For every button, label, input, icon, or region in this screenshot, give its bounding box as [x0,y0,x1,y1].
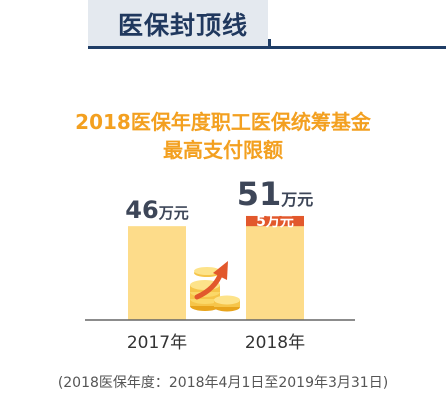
coins-up-arrow-icon [190,261,240,312]
header-divider-tick [268,39,271,47]
footnote: (2018医保年度：2018年4月1日至2019年3月31日) [57,375,389,391]
value-label-1: 46万元 [125,196,188,224]
bar-1 [128,226,186,320]
chart-title: 2018医保年度职工医保统筹基金 [75,110,371,134]
increase-label: 5万元 [256,214,294,230]
x-tick-label-2: 2018年 [245,333,305,353]
bar-2 [246,215,304,320]
page-title: 医保封顶线 [118,11,249,40]
x-tick-label-1: 2017年 [127,333,187,353]
value-label-2: 51万元 [237,175,314,213]
header-divider [88,46,446,49]
increase-segment [246,215,304,227]
header-bar [88,0,268,48]
chart-subtitle: 最高支付限额 [163,138,283,162]
